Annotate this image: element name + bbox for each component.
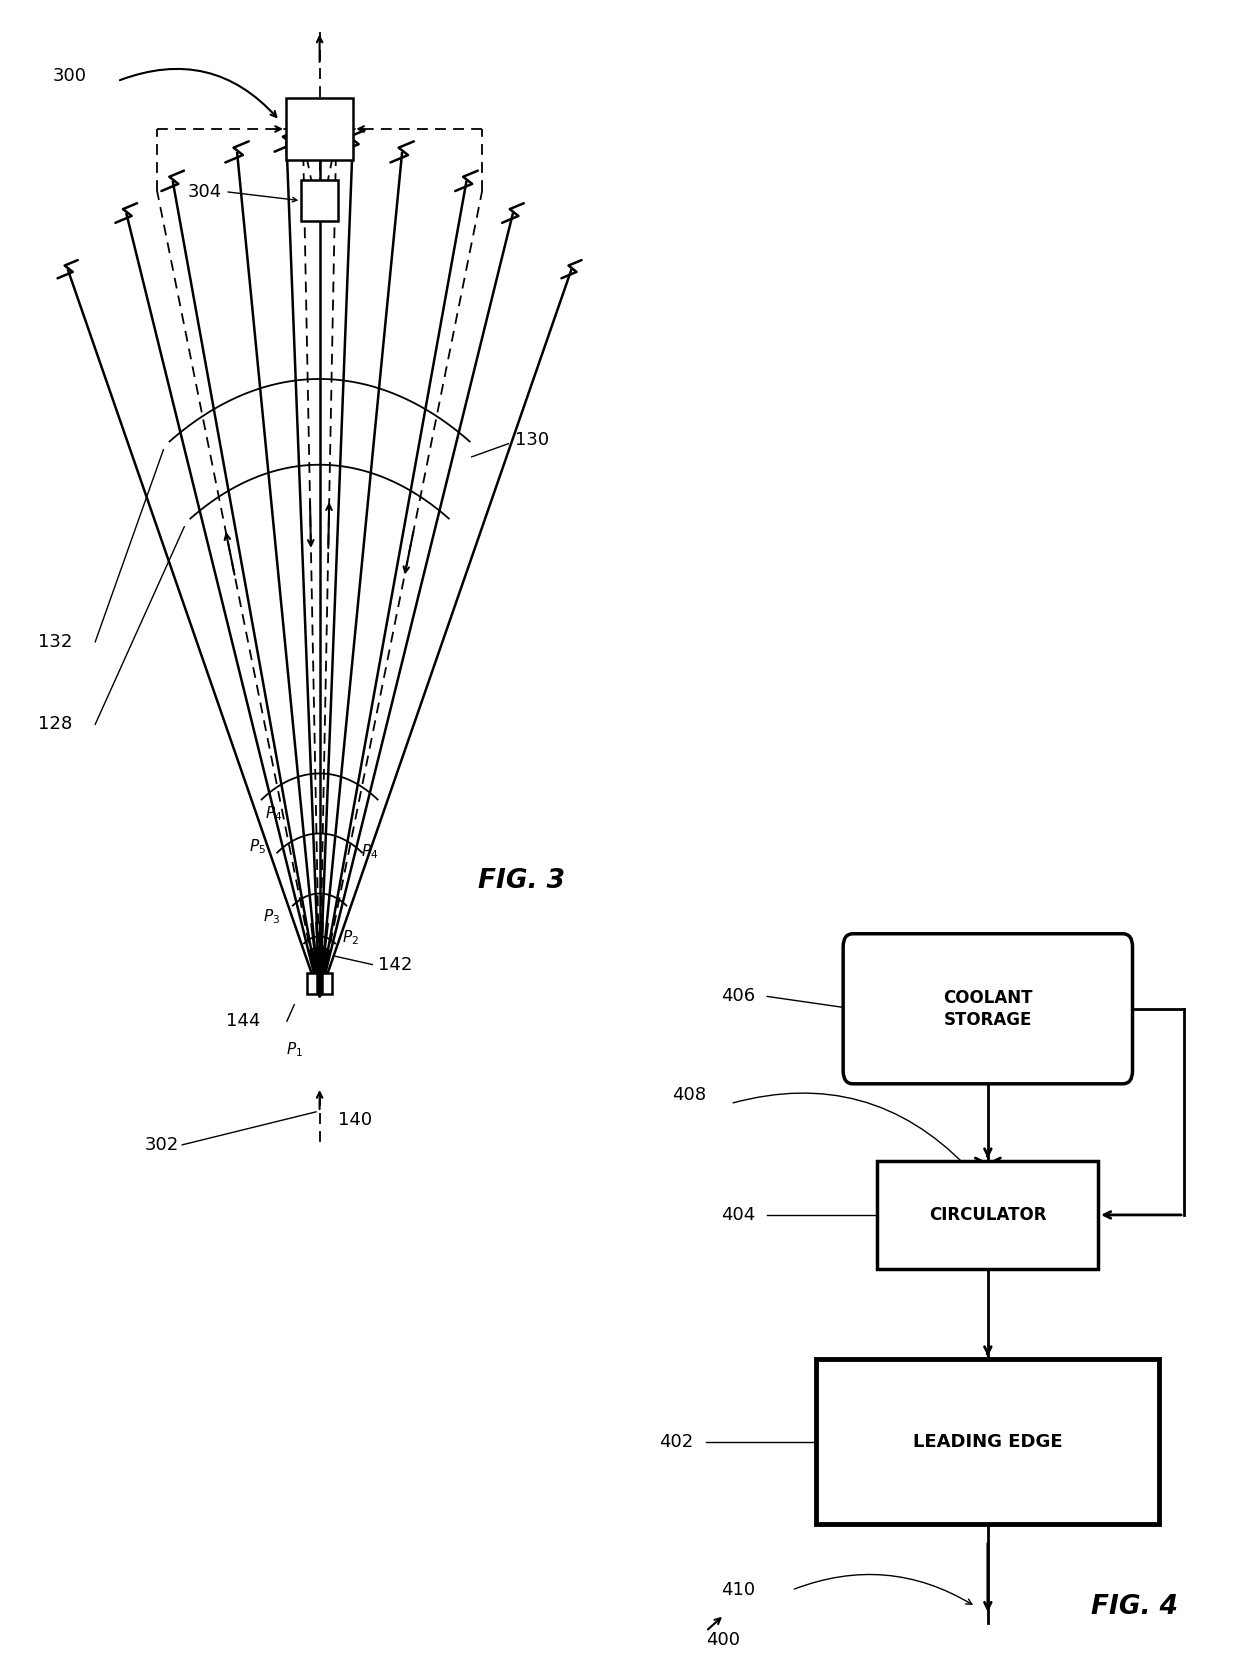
- Text: $P_1$: $P_1$: [285, 1039, 303, 1059]
- Text: $P_3$: $P_3$: [263, 908, 280, 926]
- Text: 400: 400: [706, 1630, 740, 1648]
- Bar: [816, 1359, 1159, 1523]
- Text: 406: 406: [720, 988, 755, 1006]
- Bar: [322, 973, 332, 994]
- Bar: [306, 973, 317, 994]
- Bar: [301, 180, 339, 221]
- Text: 144: 144: [226, 1013, 260, 1029]
- Bar: [286, 98, 353, 160]
- Text: 408: 408: [672, 1086, 706, 1104]
- Text: 302: 302: [144, 1136, 179, 1154]
- Text: COOLANT
STORAGE: COOLANT STORAGE: [944, 989, 1033, 1029]
- Text: 132: 132: [37, 634, 72, 650]
- Text: CIRCULATOR: CIRCULATOR: [929, 1206, 1047, 1224]
- Text: 304: 304: [187, 183, 222, 201]
- Text: 130: 130: [515, 431, 548, 449]
- FancyBboxPatch shape: [843, 933, 1132, 1084]
- Text: $P_2$: $P_2$: [342, 928, 360, 948]
- Text: $P_4$: $P_4$: [361, 841, 378, 861]
- Text: 402: 402: [660, 1432, 693, 1450]
- Text: FIG. 4: FIG. 4: [1091, 1593, 1178, 1620]
- Text: $P_4$: $P_4$: [264, 803, 281, 823]
- Text: 404: 404: [720, 1206, 755, 1224]
- Text: 128: 128: [37, 715, 72, 733]
- Text: $P_5$: $P_5$: [248, 836, 265, 855]
- Text: 140: 140: [339, 1111, 372, 1129]
- Bar: [878, 1161, 1099, 1269]
- Text: FIG. 3: FIG. 3: [479, 868, 565, 895]
- Text: 142: 142: [378, 956, 413, 973]
- Text: 410: 410: [720, 1582, 755, 1600]
- Text: 300: 300: [52, 67, 87, 85]
- Text: LEADING EDGE: LEADING EDGE: [913, 1432, 1063, 1450]
